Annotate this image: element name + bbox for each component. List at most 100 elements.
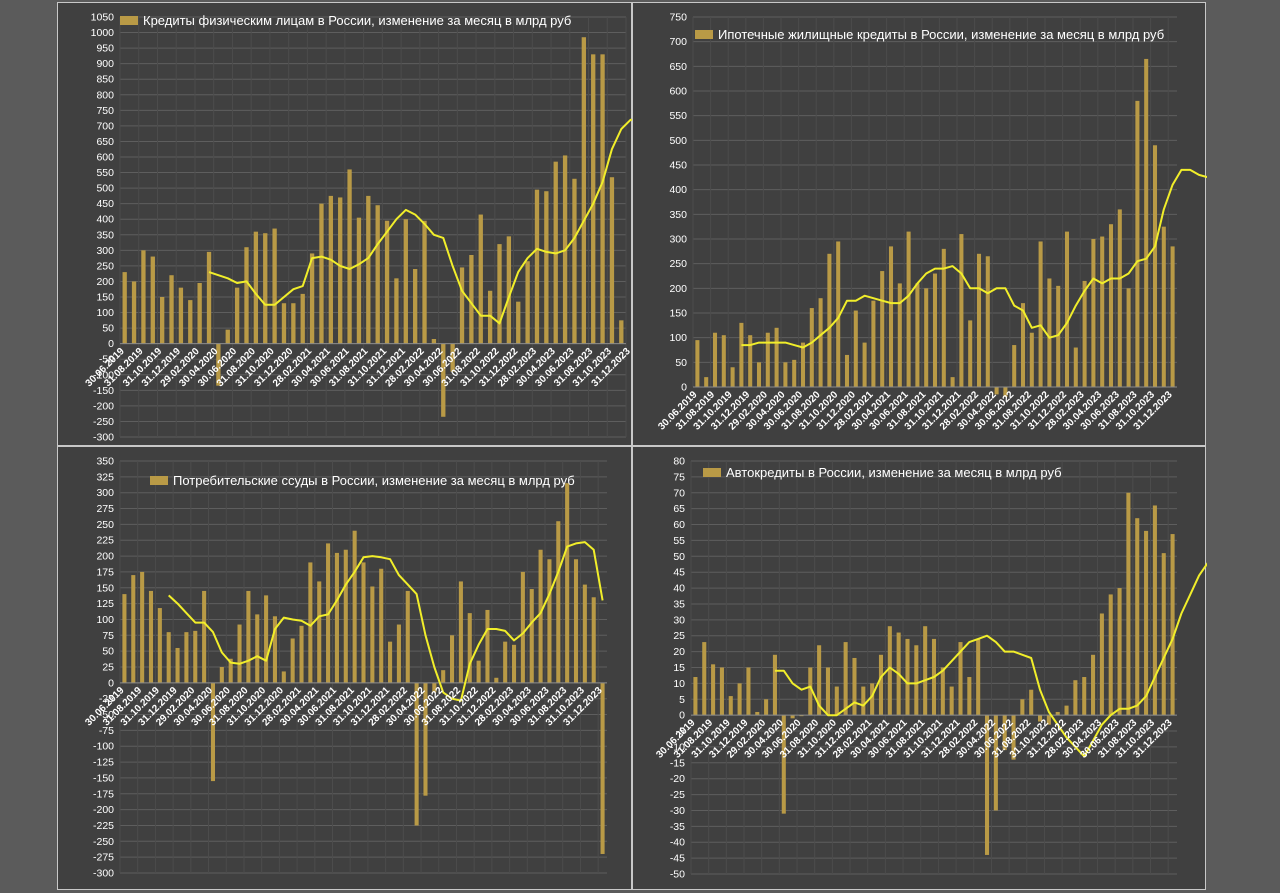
bar [949,686,954,716]
y-tick-label: 70 [673,487,685,499]
y-tick-label: 75 [673,471,685,483]
bar [870,683,875,716]
y-tick-label: -40 [670,837,685,849]
bar [253,231,259,344]
y-tick-label: 25 [102,662,114,674]
y-tick-label: 650 [96,136,114,148]
y-tick-label: 0 [681,382,687,394]
y-tick-label: 100 [669,332,687,344]
y-tick-label: 25 [673,630,685,642]
bar [169,275,174,344]
chart-consumer-loans: -300 -250 -200 -150 -100 -50 0 50 100 150 200 250 30… [84,12,633,444]
bar [511,644,517,683]
bar [923,626,928,716]
bar [1152,145,1158,387]
bar [1020,303,1026,387]
y-tick-label: -125 [93,757,114,769]
bar [783,362,788,387]
bar [394,278,399,344]
y-tick-label: 200 [96,551,114,563]
bar [755,711,760,716]
bar [581,37,586,344]
y-tick-label: -150 [93,772,114,784]
bar [711,664,716,716]
y-tick-label: -175 [93,788,114,800]
y-tick-label: -225 [93,820,114,832]
y-tick-label: 300 [669,234,687,246]
bar [994,387,999,395]
bar [1029,332,1034,387]
bar [1161,553,1166,716]
bar [347,169,352,344]
bar [976,638,981,716]
trend-line [774,562,1207,758]
y-tick-label: 500 [96,183,114,195]
chart-panel-personal-loans: -300 -275 -250 -225 -200 -175 -150 -125 -100 -75-… [57,446,632,890]
bar [244,247,249,344]
bar [1161,226,1166,387]
y-tick-label: -5 [676,726,685,738]
bar [299,625,304,683]
bar [234,287,240,344]
bar [1064,705,1069,716]
y-tick-label: -20 [670,773,685,785]
x-tick-labels: 30.06.201931.08.201931.10.201931.12.2019… [656,389,1175,432]
bar [476,660,481,683]
y-tick-label: 30 [673,614,685,626]
y-tick-label: -275 [93,852,114,864]
bar [1020,699,1025,716]
y-tick-label: 125 [96,598,114,610]
bar [319,203,324,344]
bar [272,228,277,344]
y-tick-label: 750 [96,105,114,117]
y-tick-label: -300 [93,868,114,880]
y-tick-label: 45 [673,567,685,579]
bars [122,483,605,854]
bar [1056,285,1061,387]
bar [1003,387,1008,397]
bar [871,300,876,387]
bar [361,562,366,683]
y-tick-label: 0 [108,338,114,350]
bar [396,624,401,683]
y-tick-label: 650 [669,61,687,73]
trend-line [168,541,604,702]
bar [458,581,463,683]
y-tick-label: 900 [96,58,114,70]
y-tick-label: -50 [670,869,685,881]
y-tick-label: -35 [670,821,685,833]
y-tick-label: 1050 [91,12,115,24]
bar [781,715,786,814]
bar [809,308,814,387]
bar [748,335,753,387]
y-tick-label: 65 [673,503,685,515]
bar [413,269,418,344]
bar [384,220,390,344]
bar [157,608,162,683]
y-tick-label: 60 [673,519,685,531]
trend-line [208,118,633,325]
bar [817,645,822,716]
bar [836,241,841,387]
legend: Кредиты физическим лицам в России, измен… [120,13,571,28]
bar [503,641,508,683]
y-tick-label: 700 [96,120,114,132]
y-tick-label: -250 [93,836,114,848]
bar [897,283,902,387]
bar [984,715,990,855]
y-tick-label: -75 [99,725,114,737]
bar [746,667,751,716]
bar [1126,288,1131,387]
y-tick-label: 0 [108,677,114,689]
bars [122,37,624,417]
bar [843,642,848,716]
bar [309,253,315,344]
bar [529,589,534,683]
bar [950,377,955,387]
bar [1108,594,1113,716]
bar [772,654,777,716]
y-tick-label: -45 [670,853,685,865]
bar [366,195,371,344]
y-tick-label: 600 [669,86,687,98]
bar [1170,246,1175,387]
